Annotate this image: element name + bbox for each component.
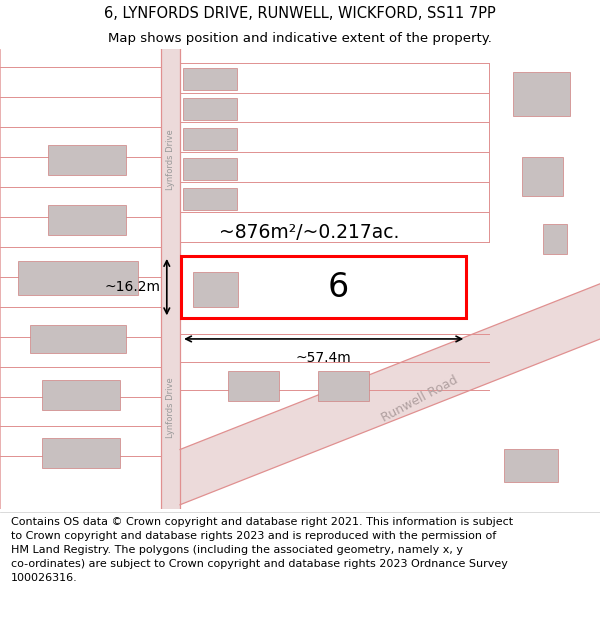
Text: ~16.2m: ~16.2m <box>104 280 160 294</box>
Bar <box>183 98 237 120</box>
Bar <box>193 272 238 307</box>
Bar <box>522 157 563 196</box>
Bar <box>513 72 570 116</box>
Bar <box>181 256 466 318</box>
Polygon shape <box>180 279 600 505</box>
Text: Runwell Road: Runwell Road <box>380 373 460 424</box>
Bar <box>183 158 237 180</box>
Bar <box>504 449 558 482</box>
Bar <box>48 206 126 235</box>
Text: Lynfords Drive: Lynfords Drive <box>166 129 175 189</box>
Bar <box>18 261 138 295</box>
Text: ~876m²/~0.217ac.: ~876m²/~0.217ac. <box>219 224 400 243</box>
Bar <box>183 68 237 90</box>
Text: 6, LYNFORDS DRIVE, RUNWELL, WICKFORD, SS11 7PP: 6, LYNFORDS DRIVE, RUNWELL, WICKFORD, SS… <box>104 6 496 21</box>
Bar <box>42 438 120 468</box>
Text: ~57.4m: ~57.4m <box>296 351 352 365</box>
Bar <box>30 325 126 352</box>
Bar <box>183 188 237 210</box>
Text: Lynfords Drive: Lynfords Drive <box>166 378 175 438</box>
Bar <box>183 128 237 150</box>
Text: 6: 6 <box>328 271 349 304</box>
Bar <box>42 381 120 411</box>
Text: Contains OS data © Crown copyright and database right 2021. This information is : Contains OS data © Crown copyright and d… <box>11 518 513 584</box>
Bar <box>228 371 279 401</box>
Bar <box>543 224 567 254</box>
Bar <box>161 49 180 509</box>
Bar <box>318 371 369 401</box>
Bar <box>48 146 126 176</box>
Text: Map shows position and indicative extent of the property.: Map shows position and indicative extent… <box>108 31 492 44</box>
